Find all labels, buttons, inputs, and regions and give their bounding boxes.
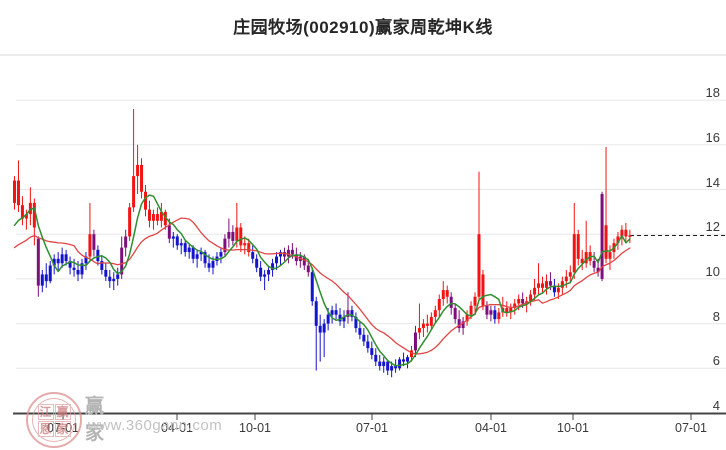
moving-average-lines — [13, 194, 631, 367]
y-axis-label: 12 — [705, 219, 720, 235]
y-axis-label: 14 — [705, 174, 720, 190]
x-axis-label: 04-01 — [161, 421, 193, 435]
x-axis-label: 10-01 — [239, 421, 271, 435]
y-axis-label: 18 — [705, 85, 720, 101]
y-axis-label: 16 — [705, 129, 720, 145]
gridlines — [0, 54, 726, 414]
candlesticks — [13, 109, 632, 378]
x-axis — [13, 412, 726, 420]
y-axis-label: 4 — [712, 398, 720, 413]
y-axis-label: 10 — [705, 263, 720, 279]
y-axis-label: 8 — [712, 308, 720, 324]
x-axis-label: 04-01 — [475, 421, 507, 435]
x-axis-label: 07-01 — [356, 421, 388, 435]
x-axis-label: 10-01 — [557, 421, 589, 435]
x-axis-label: 07-01 — [47, 421, 79, 435]
y-axis-label: 6 — [712, 353, 720, 369]
x-axis-label: 07-01 — [675, 421, 707, 435]
chart-title: 庄园牧场(002910)赢家周乾坤K线 — [233, 18, 493, 37]
